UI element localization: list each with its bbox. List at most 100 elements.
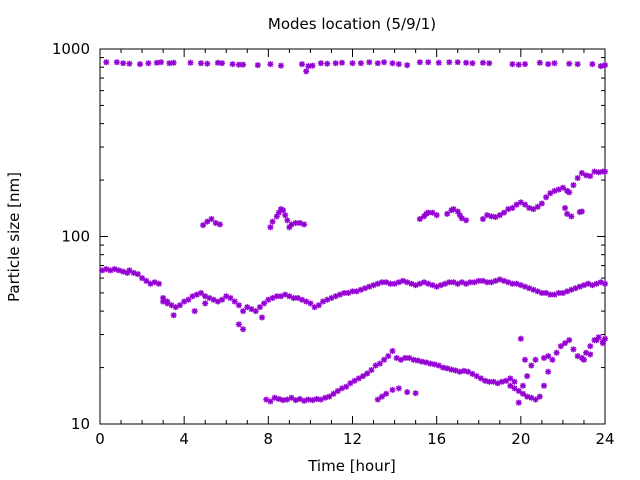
- x-tick-label: 0: [95, 430, 105, 448]
- data-point: [587, 351, 594, 358]
- data-point: [463, 217, 470, 224]
- data-point: [113, 59, 120, 66]
- data-point: [545, 353, 552, 360]
- data-point: [176, 302, 183, 309]
- data-point: [450, 206, 457, 213]
- data-point: [416, 59, 423, 66]
- y-tick-label: 1000: [52, 40, 90, 58]
- data-point: [187, 59, 194, 66]
- data-point: [170, 312, 177, 319]
- data-point: [198, 289, 204, 296]
- data-point: [254, 62, 261, 69]
- data-point: [425, 59, 432, 66]
- data-point: [357, 60, 364, 67]
- data-point: [543, 194, 550, 201]
- data-point: [496, 212, 503, 219]
- data-point: [307, 300, 314, 307]
- data-point: [267, 61, 274, 68]
- data-point: [602, 62, 608, 69]
- data-point: [261, 300, 268, 307]
- x-axis-title: Time [hour]: [307, 457, 396, 475]
- data-point: [522, 61, 529, 68]
- data-point: [404, 389, 411, 396]
- data-point: [389, 386, 396, 393]
- data-point: [463, 59, 470, 66]
- data-point: [153, 59, 160, 66]
- data-point: [444, 210, 451, 217]
- x-tick-label: 24: [595, 430, 614, 448]
- data-point: [536, 393, 543, 400]
- data-point: [423, 359, 430, 366]
- axis-ticks: [99, 48, 606, 425]
- data-point: [530, 206, 537, 213]
- data-point: [587, 173, 594, 180]
- data-point: [267, 398, 274, 405]
- data-point: [349, 60, 356, 67]
- data-point: [332, 60, 339, 67]
- data-point: [547, 291, 554, 298]
- data-point: [134, 271, 141, 278]
- data-point: [252, 308, 259, 315]
- data-point: [219, 296, 226, 303]
- data-point: [486, 378, 493, 385]
- data-point: [301, 221, 308, 228]
- data-point: [381, 356, 388, 363]
- data-point: [532, 396, 539, 403]
- data-point: [446, 59, 453, 66]
- x-tick-label: 20: [511, 430, 530, 448]
- data-point: [145, 60, 152, 67]
- data-point: [574, 175, 581, 182]
- data-point: [204, 60, 211, 67]
- data-point: [515, 399, 522, 406]
- x-tick-label: 12: [343, 430, 362, 448]
- data-point: [477, 375, 484, 382]
- data-point: [517, 335, 524, 342]
- data-point: [574, 61, 581, 68]
- data-point: [164, 298, 171, 305]
- data-point: [229, 61, 236, 68]
- data-point: [536, 59, 543, 66]
- data-point: [400, 277, 406, 284]
- data-point: [473, 373, 480, 380]
- data-point: [433, 212, 440, 219]
- data-point: [355, 375, 362, 382]
- data-point: [334, 387, 341, 394]
- data-point: [507, 375, 514, 382]
- data-point: [383, 390, 390, 397]
- data-point: [435, 59, 442, 66]
- data-point: [597, 63, 604, 70]
- data-point: [404, 62, 411, 69]
- data-point: [528, 362, 535, 369]
- data-point: [450, 279, 457, 286]
- data-point: [219, 60, 226, 67]
- data-point: [216, 221, 223, 228]
- data-point: [559, 184, 566, 191]
- data-point: [532, 356, 539, 363]
- data-point: [553, 349, 560, 356]
- data-point: [416, 215, 423, 222]
- data-point: [509, 61, 516, 68]
- data-point: [378, 393, 385, 400]
- data-point: [139, 275, 146, 282]
- data-point: [479, 215, 486, 222]
- data-point: [235, 321, 242, 328]
- data-point: [524, 373, 531, 380]
- data-point: [595, 169, 602, 176]
- data-point: [566, 337, 573, 344]
- data-point: [330, 390, 337, 397]
- data-point: [185, 296, 192, 303]
- data-point: [515, 61, 522, 68]
- data-point: [593, 337, 600, 344]
- data-point: [429, 209, 436, 216]
- data-point: [538, 200, 545, 207]
- data-point: [288, 394, 295, 401]
- data-point: [204, 218, 211, 225]
- data-point: [545, 368, 552, 375]
- data-point: [364, 370, 371, 377]
- data-point: [338, 59, 345, 66]
- data-point: [360, 373, 367, 380]
- data-point: [368, 367, 375, 374]
- data-point: [484, 279, 491, 286]
- x-tick-label: 8: [264, 430, 274, 448]
